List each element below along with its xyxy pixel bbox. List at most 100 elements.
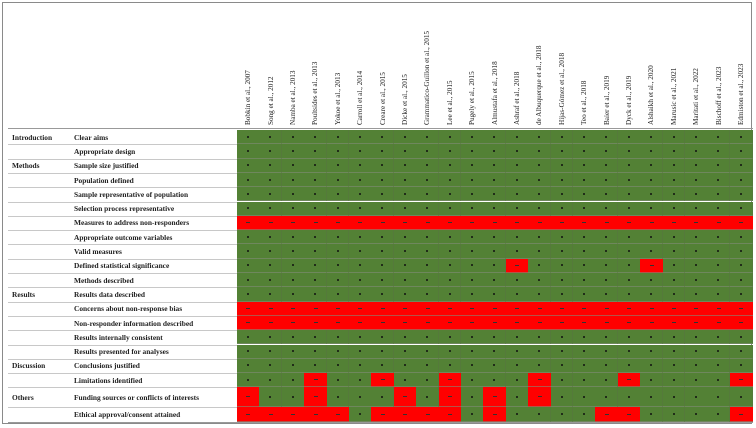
dot-mark (538, 278, 541, 281)
cell-met (416, 344, 440, 359)
dash-mark (470, 221, 475, 223)
cell-met (461, 344, 484, 359)
cell-met (573, 330, 596, 345)
cell-met (685, 144, 708, 159)
cell-met (550, 158, 574, 173)
dot-mark (582, 335, 585, 338)
cell-met (729, 344, 753, 359)
dot-mark (246, 264, 249, 267)
study-name: Grammatico-Guillon et al., 2015 (423, 30, 432, 125)
cell-met (416, 158, 440, 173)
dash-mark (291, 322, 296, 324)
dot-mark (493, 335, 496, 338)
dot-mark (358, 278, 361, 281)
dash-mark (694, 221, 699, 223)
cell-not-met (371, 373, 395, 388)
cell-met (304, 358, 328, 374)
cell-not-met (259, 315, 283, 331)
cell-met (281, 287, 305, 302)
cell-met (505, 130, 529, 145)
dot-mark (493, 350, 496, 353)
cell-met (640, 158, 664, 173)
cell-met (237, 158, 260, 173)
dot-mark (448, 135, 451, 138)
cell-met (461, 387, 484, 408)
criterion-label: Ethical approval/consent attained (74, 410, 181, 420)
cell-met (349, 187, 372, 202)
dot-mark (358, 378, 361, 381)
dot-mark (314, 292, 317, 295)
dot-mark (470, 292, 473, 295)
dot-mark (358, 178, 361, 181)
dot-mark (291, 278, 294, 281)
dot-mark (582, 413, 585, 416)
cell-met (662, 330, 686, 345)
cell-met (237, 130, 260, 145)
dot-mark (672, 395, 675, 398)
cell-met (259, 358, 283, 374)
cell-met (461, 244, 484, 259)
cell-met (707, 144, 731, 159)
cell-not-met (528, 373, 552, 388)
dot-mark (426, 395, 429, 398)
dash-mark (515, 322, 520, 324)
row-divider (8, 244, 237, 246)
cell-met (237, 358, 260, 374)
study-name: Poultsides et al., 2013 (311, 61, 320, 125)
cell-not-met (729, 301, 753, 316)
dot-mark (314, 149, 317, 152)
dot-mark (470, 364, 473, 367)
study-name: Bischoff et al., 2023 (714, 66, 723, 125)
cell-met (259, 187, 283, 202)
dot-mark (269, 250, 272, 253)
dot-mark (560, 178, 563, 181)
dot-mark (403, 264, 406, 267)
criterion-label: Methods described (74, 275, 134, 285)
cell-met (371, 187, 395, 202)
dot-mark (627, 364, 630, 367)
cell-met (461, 158, 484, 173)
cell-met (595, 172, 619, 188)
dot-mark (470, 264, 473, 267)
row-divider (8, 358, 237, 360)
dot-mark (650, 207, 653, 210)
dash-mark (380, 322, 385, 324)
cell-met (349, 373, 372, 388)
cell-not-met (281, 407, 305, 422)
dash-mark (716, 322, 721, 324)
cell-met (505, 187, 529, 202)
study-name: Dyck et al., 2019 (625, 75, 633, 125)
dot-mark (694, 350, 697, 353)
dot-mark (426, 178, 429, 181)
dash-mark (268, 221, 273, 223)
dot-mark (246, 207, 249, 210)
dot-mark (403, 292, 406, 295)
dot-mark (336, 264, 339, 267)
dot-mark (426, 192, 429, 195)
dash-mark (537, 322, 542, 324)
cell-met (483, 158, 507, 173)
dot-mark (246, 235, 249, 238)
dot-mark (582, 292, 585, 295)
dash-mark (470, 307, 475, 309)
dot-mark (314, 235, 317, 238)
dash-mark (380, 221, 385, 223)
cell-met (259, 387, 283, 408)
cell-met (259, 230, 283, 245)
cell-not-met (662, 315, 686, 331)
row-divider (8, 172, 237, 174)
dash-mark (739, 379, 744, 381)
criterion-label: Sample size justified (74, 161, 139, 171)
dot-mark (358, 149, 361, 152)
dash-mark (560, 322, 565, 324)
dot-mark (627, 178, 630, 181)
cell-met (550, 258, 574, 273)
dot-mark (246, 364, 249, 367)
dot-mark (291, 164, 294, 167)
dash-mark (627, 307, 632, 309)
cell-not-met (617, 315, 641, 331)
cell-met (281, 201, 305, 216)
row-divider (8, 287, 237, 289)
dot-mark (739, 292, 742, 295)
dot-mark (291, 350, 294, 353)
